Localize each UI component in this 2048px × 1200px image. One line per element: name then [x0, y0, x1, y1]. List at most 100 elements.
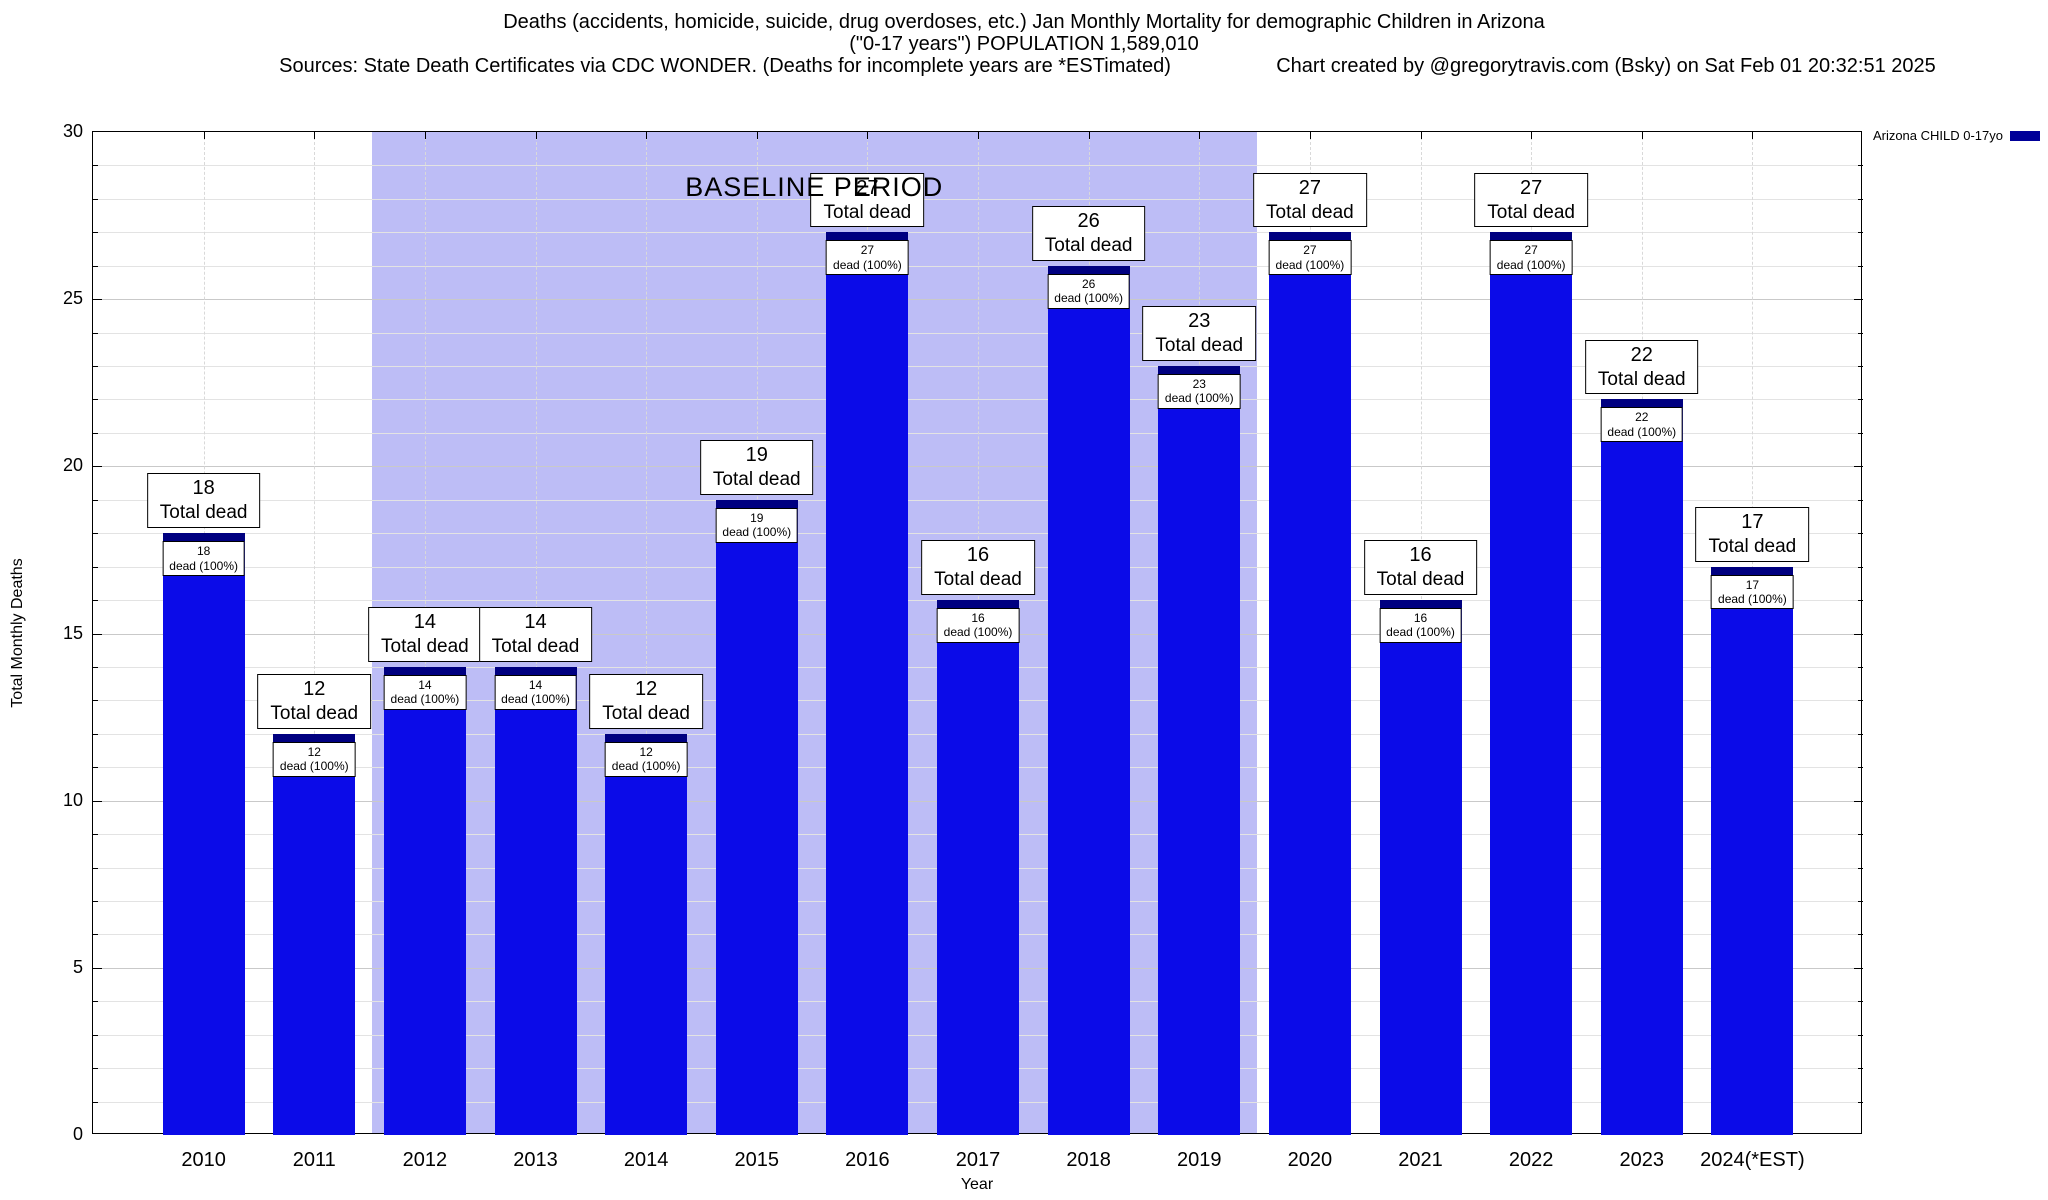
gridline-horizontal [93, 299, 1861, 301]
bar-2011 [273, 733, 356, 1135]
x-tick-label: 2017 [955, 1149, 1001, 1171]
bar-cap [1158, 366, 1241, 376]
y-axis-tick [1858, 366, 1863, 368]
x-tick-label: 2010 [181, 1149, 226, 1171]
y-tick-label: 10 [62, 789, 83, 810]
bar-inner-value: 27 [860, 243, 875, 258]
y-axis-tick [93, 533, 98, 535]
legend-label: Arizona CHILD 0-17yo [1872, 128, 2003, 143]
bar-2012 [383, 666, 466, 1135]
legend-swatch [2010, 130, 2040, 141]
x-tick-label: 2014 [623, 1149, 669, 1171]
bar-inner-value: 26 [1081, 276, 1096, 291]
bar-inner-label: 12 dead (100%) [272, 741, 356, 777]
bar-total-value: 14 [524, 611, 547, 634]
x-axis-tick [1531, 132, 1533, 139]
bar-inner-label: 12 dead (100%) [604, 741, 688, 777]
bar-2022 [1490, 232, 1573, 1135]
bar-2010 [162, 533, 245, 1135]
y-axis-tick [93, 198, 98, 200]
bar-total-label: 16 Total dead [921, 540, 1035, 596]
bar-total-value: 19 [745, 444, 768, 467]
y-axis-tick [93, 366, 98, 368]
bar-total-value: 18 [192, 477, 215, 500]
gridline-vertical [314, 132, 316, 1133]
bar-total-label: 12 Total dead [589, 674, 703, 729]
y-axis-tick [1858, 533, 1863, 535]
bar-total-label: 12 Total dead [257, 674, 372, 729]
x-tick-label: 2023 [1619, 1149, 1665, 1171]
bar-cap [1711, 566, 1794, 576]
y-axis-tick [1858, 1001, 1863, 1003]
y-tick-label: 30 [62, 121, 83, 141]
bar-inner-suffix: dead (100%) [1164, 391, 1234, 406]
bar-total-label: 27 Total dead [810, 172, 925, 228]
x-tick-label: 2019 [1177, 1149, 1222, 1171]
bar-cap [273, 733, 356, 743]
bar-total-value: 14 [413, 611, 436, 634]
y-axis-tick [1858, 1101, 1863, 1103]
x-axis-tick [1641, 132, 1643, 139]
bar-inner-suffix: dead (100%) [390, 692, 460, 707]
gridline-horizontal [93, 399, 1861, 401]
gridline-horizontal [93, 499, 1861, 501]
x-tick-label: 2013 [513, 1149, 558, 1171]
gridline-horizontal [93, 366, 1861, 368]
bar-total-value: 17 [1741, 510, 1764, 533]
bar-cap [162, 533, 245, 543]
y-axis-tick [1858, 499, 1863, 501]
y-axis-tick [93, 700, 98, 702]
y-axis-tick [93, 733, 98, 735]
chart-title-line1: Deaths (accidents, homicide, suicide, dr… [503, 11, 1545, 33]
chart-title-line2: ("0-17 years") POPULATION 1,589,010 [849, 33, 1199, 55]
gridline-horizontal [93, 232, 1861, 234]
bar-inner-value: 18 [196, 544, 211, 559]
y-axis-tick [1854, 800, 1863, 802]
bar-cap [1379, 600, 1462, 610]
bar-inner-value: 16 [971, 611, 985, 626]
gridline-horizontal [93, 533, 1861, 535]
y-axis-tick [93, 967, 102, 969]
gridline-horizontal [93, 332, 1861, 334]
bar-2018 [1047, 265, 1130, 1135]
x-axis-title: Year [960, 1176, 994, 1193]
y-axis-tick [93, 499, 98, 501]
bar-inner-suffix: dead (100%) [611, 759, 681, 774]
x-axis-tick [756, 132, 758, 139]
bar-inner-value: 27 [1524, 243, 1538, 258]
bar-2021 [1379, 600, 1462, 1135]
bar-total-suffix: Total dead [1155, 335, 1244, 357]
bar-total-suffix: Total dead [1708, 535, 1797, 557]
y-axis-tick [1858, 399, 1863, 401]
bar-total-label: 16 Total dead [1363, 540, 1478, 596]
bar-inner-suffix: dead (100%) [169, 558, 238, 573]
y-axis-tick [93, 399, 98, 401]
y-axis-tick [1858, 700, 1863, 702]
bar-cap [383, 666, 466, 676]
bar-inner-label: 27 dead (100%) [1268, 240, 1352, 276]
bar-inner-label: 27 dead (100%) [826, 240, 909, 276]
bar-inner-value: 19 [750, 510, 764, 525]
bar-2015 [715, 499, 798, 1135]
bar-total-value: 12 [303, 678, 326, 701]
y-tick-label: 25 [62, 288, 83, 309]
bar-cap [494, 666, 577, 676]
y-axis-tick [93, 332, 98, 334]
bar-2016 [826, 232, 909, 1135]
bar-inner-value: 22 [1635, 410, 1649, 425]
bar-inner-value: 17 [1745, 577, 1760, 592]
bar-cap [1490, 232, 1573, 242]
plot-area: BASELINE PERIOD 18 dead (100%) 18 Total dead… [63, 121, 1863, 1171]
bar-inner-value: 16 [1413, 611, 1428, 626]
y-tick-label: 5 [72, 956, 83, 977]
bar-inner-label: 22 dead (100%) [1600, 407, 1684, 443]
bar-2017 [937, 600, 1019, 1135]
bar-total-suffix: Total dead [381, 636, 469, 658]
bar-cap [937, 600, 1019, 610]
y-axis-tick [93, 466, 102, 468]
y-tick-label: 15 [62, 622, 83, 643]
y-axis-tick [93, 1068, 98, 1070]
x-axis-tick [1088, 132, 1090, 139]
bar-inner-suffix: dead (100%) [1054, 291, 1123, 306]
